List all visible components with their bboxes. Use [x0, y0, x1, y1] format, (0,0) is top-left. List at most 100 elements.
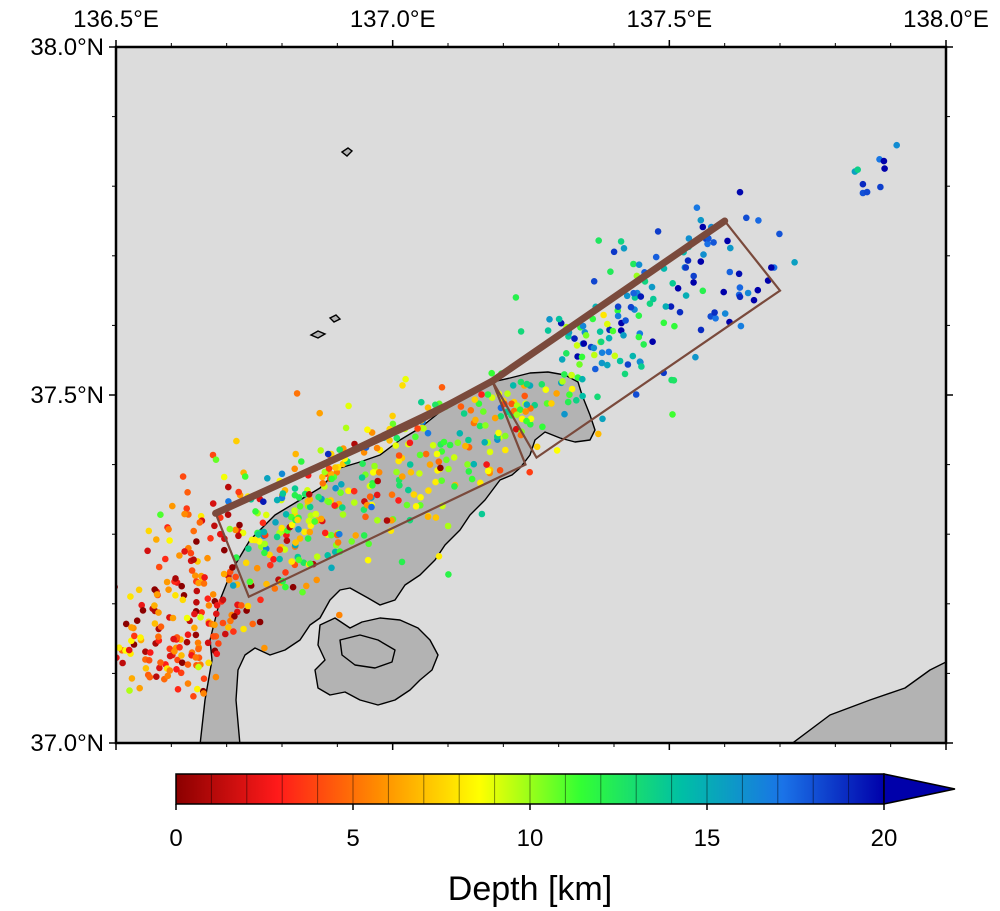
- earthquake-point: [328, 564, 335, 572]
- earthquake-point: [383, 517, 391, 524]
- earthquake-point: [339, 504, 346, 511]
- earthquake-point: [546, 316, 553, 323]
- earthquake-point: [261, 540, 269, 548]
- earthquake-point: [700, 251, 707, 258]
- earthquake-point: [260, 528, 268, 536]
- earthquake-point: [605, 348, 613, 356]
- colorbar-ticks: 0 5 10 15 20: [169, 774, 897, 852]
- earthquake-point: [470, 460, 478, 468]
- earthquake-point: [755, 217, 762, 224]
- earthquake-point: [623, 292, 631, 300]
- earthquake-point: [568, 385, 576, 393]
- y-tick-label: 38.0°N: [30, 34, 104, 61]
- colorbar-title: Depth [km]: [448, 870, 612, 908]
- earthquake-point: [610, 248, 618, 256]
- earthquake-point: [481, 439, 489, 446]
- earthquake-point: [337, 489, 344, 497]
- earthquake-point: [271, 585, 279, 592]
- earthquake-point: [446, 441, 454, 449]
- earthquake-point: [768, 264, 775, 271]
- earthquake-point: [566, 391, 573, 399]
- earthquake-point: [389, 420, 397, 428]
- earthquake-point: [480, 408, 487, 415]
- earthquake-point: [359, 460, 366, 468]
- earthquake-point: [221, 546, 228, 554]
- earthquake-point: [306, 560, 314, 567]
- earthquake-point: [516, 406, 524, 414]
- colorbar-overflow-arrow: [883, 773, 956, 805]
- earthquake-point: [548, 400, 555, 407]
- earthquake-point: [317, 447, 325, 454]
- earthquake-point: [483, 461, 490, 468]
- earthquake-point: [450, 454, 458, 461]
- earthquake-point: [654, 228, 662, 235]
- earthquake-point: [544, 327, 552, 334]
- colorbar: 0 5 10 15 20 Depth [km]: [169, 773, 956, 908]
- y-tick-label: 37.5°N: [30, 382, 104, 409]
- earthquake-point: [169, 614, 177, 622]
- earthquake-point: [204, 639, 212, 647]
- earthquake-point: [166, 652, 174, 660]
- earthquake-point: [305, 491, 313, 498]
- earthquake-point: [315, 493, 322, 501]
- earthquake-point: [513, 411, 521, 419]
- earthquake-point: [426, 461, 434, 468]
- earthquake-point: [238, 602, 245, 609]
- earthquake-point: [263, 580, 270, 588]
- earthquake-point: [319, 473, 326, 481]
- earthquake-point: [278, 524, 286, 532]
- earthquake-point: [791, 259, 798, 266]
- earthquake-point: [667, 303, 675, 310]
- earthquake-point: [220, 473, 228, 481]
- earthquake-point: [604, 320, 611, 328]
- earthquake-point: [432, 478, 439, 486]
- earthquake-point: [151, 620, 159, 627]
- earthquake-point: [155, 609, 162, 616]
- earthquake-point: [336, 446, 344, 454]
- colorbar-tick-label: 0: [169, 825, 182, 852]
- earthquake-point: [600, 311, 607, 319]
- earthquake-point: [162, 555, 169, 563]
- earthquake-point: [257, 596, 264, 604]
- earthquake-point: [282, 583, 289, 591]
- earthquake-point: [571, 335, 578, 342]
- earthquake-point: [184, 661, 192, 668]
- earthquake-point: [169, 502, 176, 510]
- earthquake-point: [670, 377, 678, 384]
- earthquake-point: [425, 487, 432, 494]
- x-tick-label: 137.0°E: [350, 6, 436, 33]
- earthquake-point: [692, 353, 699, 361]
- earthquake-point: [517, 378, 525, 386]
- earthquake-point: [635, 312, 643, 320]
- earthquake-point: [225, 576, 233, 584]
- earthquake-point: [396, 482, 403, 489]
- earthquake-point: [325, 498, 333, 506]
- earthquake-point: [334, 539, 342, 546]
- earthquake-point: [137, 634, 144, 641]
- earthquake-point: [278, 470, 286, 478]
- earthquake-point: [209, 500, 217, 507]
- earthquake-point: [754, 286, 762, 294]
- earthquake-point: [128, 637, 135, 645]
- earthquake-point: [219, 596, 227, 604]
- earthquake-point: [145, 657, 153, 664]
- earthquake-point: [496, 467, 504, 474]
- earthquake-point: [177, 669, 185, 677]
- earthquake-point: [133, 617, 141, 624]
- earthquake-point: [369, 482, 376, 489]
- earthquake-point: [457, 403, 465, 410]
- earthquake-point: [172, 575, 179, 582]
- earthquake-point: [368, 503, 375, 511]
- earthquake-point: [324, 552, 332, 559]
- earthquake-point: [200, 675, 208, 682]
- earthquake-point: [211, 621, 218, 629]
- earthquake-point: [231, 613, 238, 620]
- earthquake-point: [622, 317, 629, 324]
- earthquake-point: [854, 166, 861, 173]
- earthquake-point: [486, 448, 494, 456]
- earthquake-point: [437, 464, 444, 472]
- earthquake-point: [467, 407, 475, 414]
- earthquake-point: [582, 332, 590, 339]
- earthquake-point: [650, 295, 657, 303]
